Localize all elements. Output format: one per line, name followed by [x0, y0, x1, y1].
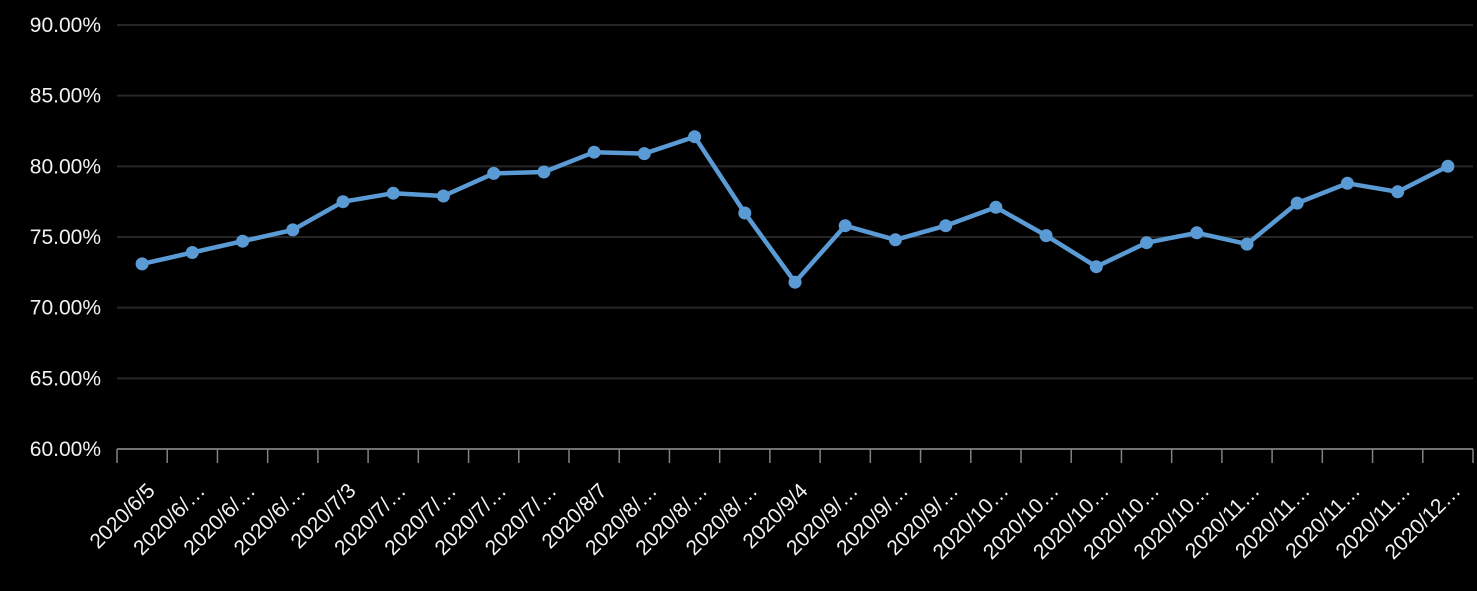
x-axis-tick-labels: 2020/6/52020/6/…2020/6/…2020/6/…2020/7/3… [86, 479, 1466, 564]
y-tick-label: 80.00% [30, 155, 101, 178]
data-point-marker[interactable] [788, 275, 802, 289]
y-axis-tick-labels: 60.00% 65.00% 70.00% 75.00% 80.00% 85.00% 90.0… [30, 14, 101, 461]
data-point-marker[interactable] [436, 189, 450, 203]
data-point-marker[interactable] [487, 166, 501, 180]
data-point-marker[interactable] [1039, 229, 1053, 243]
data-point-marker[interactable] [939, 219, 953, 233]
y-tick-label: 75.00% [30, 226, 101, 249]
data-point-marker[interactable] [838, 219, 852, 233]
data-point-marker[interactable] [1391, 185, 1405, 199]
data-point-marker[interactable] [185, 246, 199, 259]
y-tick-label: 85.00% [30, 85, 101, 108]
data-point-marker[interactable] [1290, 196, 1304, 210]
y-tick-label: 90.00% [30, 14, 101, 37]
data-point-marker[interactable] [1089, 260, 1103, 274]
data-point-marker[interactable] [135, 257, 149, 271]
data-point-marker[interactable] [1240, 237, 1254, 251]
data-point-marker[interactable] [738, 206, 752, 220]
y-gridlines [117, 24, 1473, 380]
x-axis [116, 448, 1474, 463]
data-point-marker[interactable] [386, 186, 400, 200]
data-point-marker[interactable] [336, 195, 350, 209]
series-line [139, 134, 1451, 285]
y-tick-label: 65.00% [30, 367, 101, 390]
y-tick-label: 60.00% [30, 438, 101, 461]
data-point-marker[interactable] [1190, 226, 1204, 240]
data-point-marker[interactable] [989, 200, 1003, 214]
data-point-marker[interactable] [587, 145, 601, 159]
data-point-marker[interactable] [637, 147, 651, 161]
data-point-marker[interactable] [1340, 176, 1354, 190]
data-point-marker[interactable] [286, 223, 300, 237]
y-tick-label: 70.00% [30, 297, 101, 320]
data-point-markers [135, 130, 1455, 289]
data-point-marker[interactable] [1140, 236, 1154, 250]
data-point-marker[interactable] [537, 165, 551, 179]
data-point-marker[interactable] [688, 130, 702, 144]
data-point-marker[interactable] [1441, 159, 1455, 173]
data-point-marker[interactable] [236, 234, 250, 248]
data-point-marker[interactable] [888, 233, 902, 247]
